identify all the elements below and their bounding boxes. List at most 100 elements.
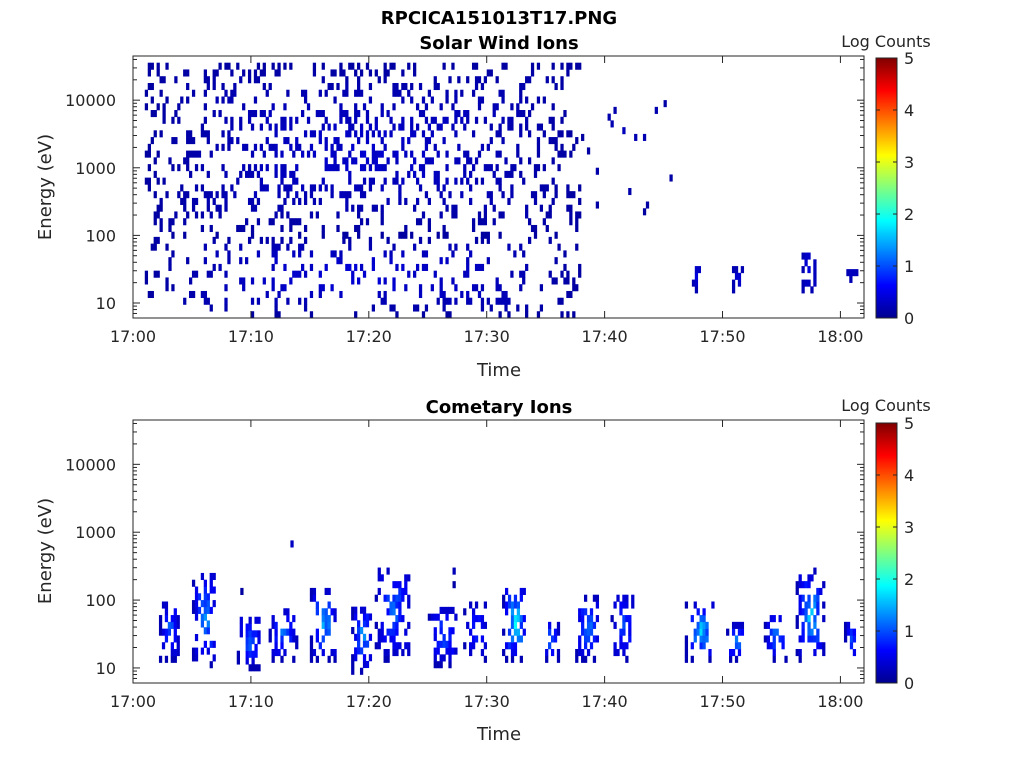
spectrogram-cell (262, 82, 266, 91)
spectrogram-cell (401, 250, 405, 258)
spectrogram-cell (386, 655, 390, 663)
spectrogram-cell (274, 143, 278, 151)
y-axis-label: Energy (eV) (35, 134, 56, 240)
spectrogram-cell (769, 615, 773, 623)
spectrogram-cell (292, 170, 296, 178)
spectrogram-cell (215, 231, 219, 239)
spectrogram-cell (153, 270, 157, 278)
spectrogram-cell (454, 157, 458, 165)
spectrogram-cell (702, 621, 706, 629)
spectrogram-cell (359, 606, 364, 614)
spectrogram-cell (498, 297, 502, 305)
spectrogram-cell (389, 304, 393, 312)
spectrogram-cell (589, 615, 594, 623)
spectrogram-cell (242, 224, 246, 233)
spectrogram-cell (480, 284, 485, 292)
spectrogram-cell (253, 164, 258, 172)
spectrogram-cell (457, 143, 461, 151)
spectrogram-cell (507, 116, 511, 124)
spectrogram-cell (460, 290, 464, 299)
spectrogram-cell (410, 150, 414, 158)
spectrogram-cell (466, 177, 470, 185)
spectrogram-cell (519, 243, 523, 251)
spectrogram-cell (436, 613, 440, 621)
spectrogram-cell (445, 96, 449, 104)
spectrogram-cell (380, 218, 384, 226)
spectrogram-cell (427, 123, 432, 131)
spectrogram-cell (330, 150, 334, 158)
x-tick-label: 17:30 (464, 692, 510, 711)
spectrogram-cell (696, 608, 700, 616)
spectrogram-cell (256, 62, 261, 70)
spectrogram-cell (159, 197, 163, 205)
spectrogram-cell (495, 297, 499, 305)
spectrogram-cell (628, 615, 632, 623)
spectrogram-cell (286, 211, 290, 219)
spectrogram-cell (377, 587, 381, 595)
spectrogram-cell (186, 150, 190, 158)
spectrogram-cell (731, 621, 736, 629)
spectrogram-cell (699, 635, 703, 643)
spectrogram-cell (324, 143, 328, 151)
spectrogram-cell (843, 628, 848, 636)
spectrogram-cell (480, 635, 485, 643)
spectrogram-cell (161, 642, 166, 650)
spectrogram-cell (798, 608, 802, 616)
spectrogram-cell (442, 654, 446, 662)
spectrogram-cell (357, 89, 361, 97)
spectrogram-cell (253, 191, 258, 199)
spectrogram-cell (705, 621, 709, 629)
spectrogram-cell (206, 600, 210, 608)
spectrogram-cell (471, 130, 476, 138)
colorbar-tick-label: 3 (904, 153, 914, 172)
spectrogram-cell (507, 311, 511, 318)
spectrogram-cell (162, 110, 166, 118)
spectrogram-cell (274, 297, 278, 305)
spectrogram-cell (766, 635, 770, 643)
spectrogram-cell (230, 69, 234, 77)
spectrogram-cell (418, 110, 423, 118)
spectrogram-cell (156, 211, 160, 219)
spectrogram-cell (368, 613, 373, 621)
spectrogram-cell (371, 304, 375, 312)
spectrogram-cell (239, 170, 243, 178)
spectrogram-cell (380, 164, 384, 172)
spectrogram-cell (295, 177, 299, 185)
spectrogram-cell (737, 279, 742, 287)
spectrogram-cell (324, 89, 328, 97)
spectrogram-cell (286, 628, 290, 636)
spectrogram-cell (407, 621, 411, 629)
spectrogram-cell (513, 164, 517, 172)
spectrogram-cell (398, 594, 402, 602)
spectrogram-cell (274, 243, 278, 251)
spectrogram-cell (563, 250, 567, 258)
spectrogram-cell (693, 628, 697, 636)
spectrogram-cell (348, 236, 352, 244)
spectrogram-cell (436, 177, 440, 185)
spectrogram-cell (545, 76, 549, 84)
spectrogram-cell (245, 637, 249, 645)
spectrogram-cell (498, 284, 502, 292)
spectrogram-cell (813, 272, 817, 280)
spectrogram-cell (480, 82, 485, 91)
spectrogram-cell (442, 184, 446, 192)
spectrogram-cell (383, 649, 387, 657)
spectrogram-cell (469, 197, 473, 205)
spectrogram-cell (354, 654, 358, 662)
spectrogram-cell (448, 661, 452, 669)
spectrogram-cell (442, 290, 446, 299)
spectrogram-cell (209, 586, 213, 594)
spectrogram-cell (433, 647, 437, 655)
spectrogram-cell (377, 130, 381, 138)
spectrogram-cell (495, 284, 499, 292)
spectrogram-cell (309, 211, 314, 219)
spectrogram-cell (354, 130, 358, 138)
spectrogram-cell (280, 224, 284, 233)
spectrogram-cell (539, 284, 544, 292)
spectrogram-cell (170, 655, 174, 663)
spectrogram-cell (578, 211, 582, 219)
spectrogram-cell (477, 103, 482, 111)
spectrogram-cell (560, 311, 564, 318)
spectrogram-cell (362, 191, 367, 199)
